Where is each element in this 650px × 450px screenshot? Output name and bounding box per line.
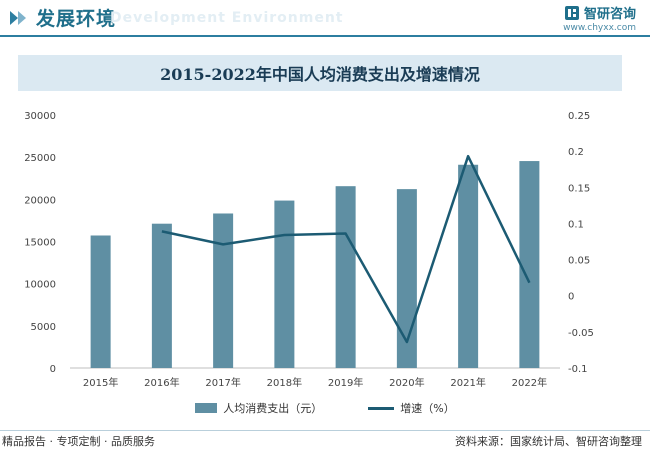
section-arrow-icon <box>10 11 26 25</box>
x-tick-label-2: 2017年 <box>205 376 240 389</box>
x-tick-label-4: 2019年 <box>328 376 363 389</box>
bar-4 <box>335 186 356 368</box>
right-tick-label-4: 0.1 <box>568 219 584 230</box>
legend-label-bars: 人均消费支出（元） <box>223 402 323 415</box>
legend-label-line: 增速（%） <box>400 402 455 415</box>
section-title: 发展环境 <box>36 8 117 30</box>
bar-2 <box>213 213 234 368</box>
left-tick-label-3: 15000 <box>24 238 56 249</box>
bar-6 <box>458 164 479 368</box>
right-tick-label-1: -0.05 <box>568 328 594 339</box>
left-tick-label-6: 30000 <box>24 111 56 122</box>
legend-item-line: 增速（%） <box>368 400 455 416</box>
bar-0 <box>90 235 111 368</box>
footer-divider <box>0 430 650 431</box>
legend: 人均消费支出（元） 增速（%） <box>0 400 650 416</box>
right-tick-label-3: 0.05 <box>568 256 590 267</box>
right-tick-label-2: 0 <box>568 292 574 303</box>
chart-title-box: 2015-2022年中国人均消费支出及增速情况 <box>18 55 622 91</box>
left-tick-label-4: 20000 <box>24 195 56 206</box>
brand-url: www.chyxx.com <box>563 23 636 33</box>
right-tick-label-7: 0.25 <box>568 111 590 122</box>
x-axis-labels: 2015年 2016年 2017年 2018年 2019年 2020年 2021年 2022年 <box>83 376 547 389</box>
footer-slogan: 精品报告 · 专项定制 · 品质服务 <box>2 435 155 448</box>
x-tick-label-6: 2021年 <box>450 376 485 389</box>
legend-item-bars: 人均消费支出（元） <box>195 400 322 416</box>
left-tick-label-2: 10000 <box>24 280 56 291</box>
legend-bar-swatch <box>195 403 218 413</box>
header-bar: 发展环境 Development Environment 智研咨询 www.ch… <box>0 0 650 34</box>
brand-block: 智研咨询 www.chyxx.com <box>563 3 636 33</box>
right-tick-label-5: 0.15 <box>568 183 590 194</box>
left-tick-label-1: 5000 <box>31 322 56 333</box>
chart-title: 2015-2022年中国人均消费支出及增速情况 <box>160 65 480 84</box>
x-tick-label-3: 2018年 <box>267 376 302 389</box>
footer: 精品报告 · 专项定制 · 品质服务 资料来源：国家统计局、智研咨询整理 <box>0 430 650 450</box>
brand-logo-icon <box>564 5 579 20</box>
growth-line <box>161 154 531 344</box>
brand-name: 智研咨询 <box>583 7 636 22</box>
x-tick-label-1: 2016年 <box>144 376 179 389</box>
left-tick-label-5: 25000 <box>24 153 56 164</box>
left-axis-ticks: 0 5000 10000 15000 20000 25000 30000 <box>24 111 56 375</box>
x-tick-label-5: 2020年 <box>389 376 424 389</box>
left-tick-label-0: 0 <box>50 364 56 375</box>
right-tick-label-0: -0.1 <box>568 364 588 375</box>
x-tick-label-7: 2022年 <box>512 376 547 389</box>
bar-1 <box>151 223 172 368</box>
header-divider <box>0 35 650 37</box>
legend-line-swatch <box>368 406 395 410</box>
footer-source: 资料来源：国家统计局、智研咨询整理 <box>455 435 642 448</box>
x-tick-label-0: 2015年 <box>83 376 118 389</box>
bar-7 <box>519 161 540 368</box>
right-tick-label-6: 0.2 <box>568 147 584 158</box>
bar-series <box>90 161 540 368</box>
bar-3 <box>274 200 295 368</box>
right-axis-ticks: -0.1 -0.05 0 0.05 0.1 0.15 0.2 0.25 <box>568 111 594 375</box>
header-watermark: Development Environment <box>110 10 344 26</box>
